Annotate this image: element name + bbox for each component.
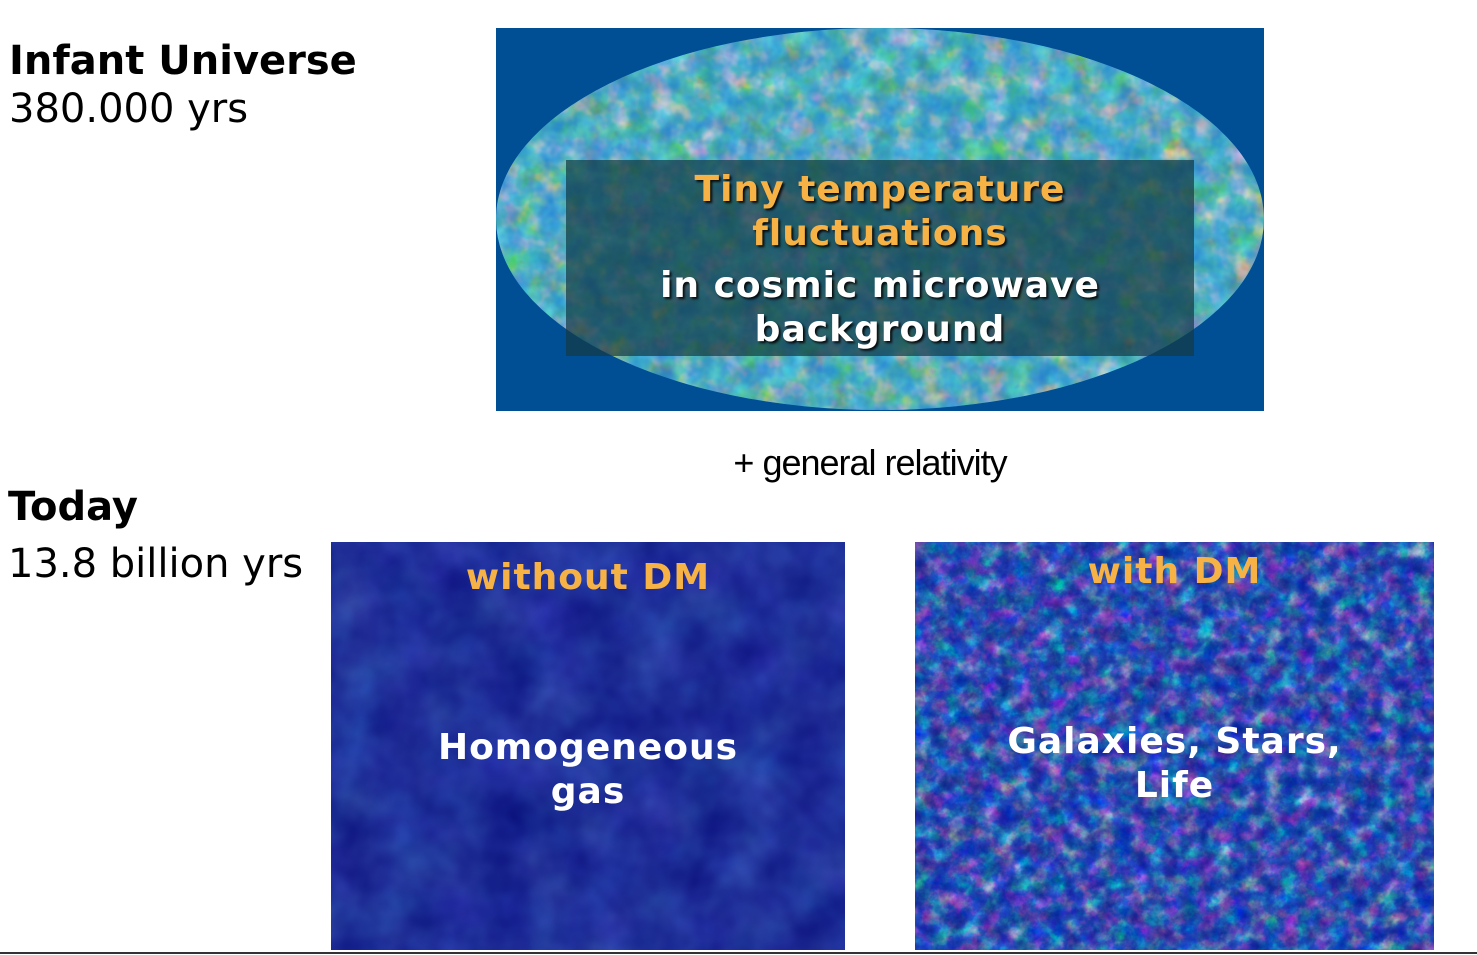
cmb-map-image [496,28,1264,411]
cmb-subline-line2: background [754,309,1006,350]
with-dm-description: Galaxies, Stars, Life [915,720,1434,808]
cosmic-web-texture [915,542,1434,950]
bottom-divider [0,952,1477,954]
without-dm-description-line1: Homogeneous [437,727,739,768]
today-title: Today [8,484,138,530]
infant-universe-time: 380.000 yrs [9,86,249,132]
general-relativity-label: + general relativity [733,442,1007,483]
with-dm-heading: with DM [1087,551,1262,592]
without-dm-heading: without DM [465,557,711,598]
cmb-subline-line1: in cosmic microwave [660,265,1100,306]
with-dm-description-line1: Galaxies, Stars, [1007,721,1342,762]
with-dm-simulation-image: with DM Galaxies, Stars, Life [915,542,1434,950]
cmb-headline: Tiny temperature fluctuations [496,168,1264,256]
without-dm-description-line2: gas [550,771,626,812]
cmb-subline: in cosmic microwave background [496,264,1264,352]
without-dm-description: Homogeneous gas [331,726,845,814]
homogeneous-gas-texture [331,542,845,950]
cmb-headline-line1: Tiny temperature [694,169,1066,210]
cmb-caption-box [566,160,1194,356]
today-time: 13.8 billion yrs [8,541,304,587]
with-dm-description-line2: Life [1134,765,1215,806]
cmb-caption: Tiny temperature fluctuations in cosmic … [496,28,1264,411]
without-dm-simulation-image: without DM Homogeneous gas [331,542,845,950]
infant-universe-title: Infant Universe [9,38,357,84]
cmb-headline-line2: fluctuations [752,213,1008,254]
